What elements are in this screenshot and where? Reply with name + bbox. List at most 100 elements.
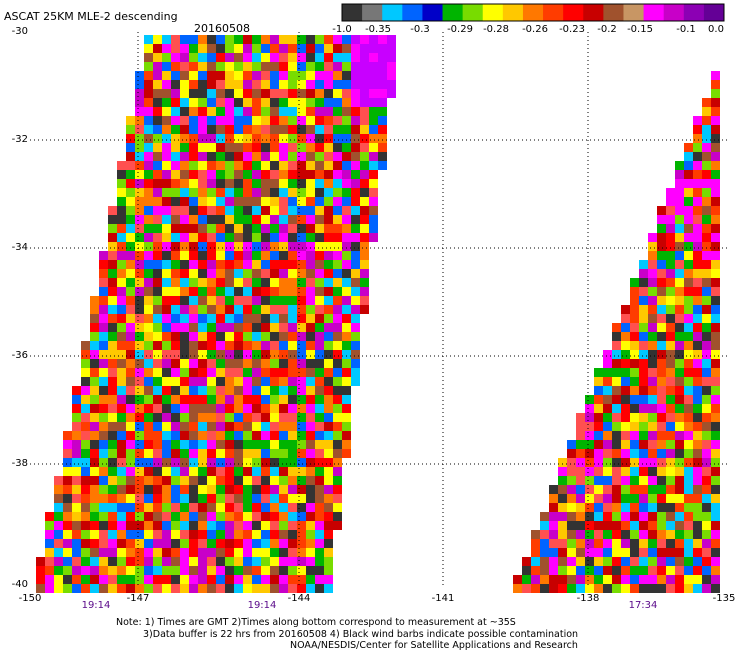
swath-cell [198,44,207,53]
swath-cell [603,494,612,503]
swath-cell [639,557,648,566]
swath-cell [180,143,189,152]
swath-cell [153,89,162,98]
swath-cell [216,467,225,476]
swath-cell [117,170,126,179]
swath-cell [171,188,180,197]
swath-cell [702,548,711,557]
swath-cell [216,98,225,107]
swath-cell [684,503,693,512]
swath-cell [297,44,306,53]
swath-cell [135,449,144,458]
swath-cell [117,512,126,521]
swath-cell [252,215,261,224]
swath-cell [243,125,252,134]
swath-cell [711,386,720,395]
swath-cell [45,584,54,593]
swath-cell [189,395,198,404]
swath-cell [261,116,270,125]
swath-cell [648,422,657,431]
swath-cell [657,206,666,215]
swath-cell [666,224,675,233]
swath-cell [270,44,279,53]
swath-cell [279,458,288,467]
swath-cell [90,548,99,557]
swath-cell [126,557,135,566]
swath-cell [702,575,711,584]
swath-cell [702,260,711,269]
swath-cell [630,395,639,404]
swath-cell [180,332,189,341]
pass-time-label: 19:14 [81,600,111,611]
swath-cell [243,494,252,503]
swath-cell [333,125,342,134]
swath-cell [342,296,351,305]
swath-cell [684,404,693,413]
swath-cell [135,530,144,539]
swath-cell [315,89,324,98]
swath-cell [252,431,261,440]
swath-cell [540,548,549,557]
swath-cell [198,341,207,350]
swath-cell [342,53,351,62]
swath-cell [684,305,693,314]
swath-cell [702,179,711,188]
swath-cell [189,188,198,197]
swath-cell [135,368,144,377]
swath-cell [225,368,234,377]
swath-cell [333,440,342,449]
swath-cell [153,53,162,62]
swath-cell [270,359,279,368]
swath-cell [252,332,261,341]
swath-cell [198,314,207,323]
swath-cell [270,332,279,341]
swath-cell [675,449,684,458]
swath-cell [63,575,72,584]
swath-cell [279,116,288,125]
swath-cell [621,584,630,593]
swath-cell [180,404,189,413]
swath-cell [675,458,684,467]
swath-cell [702,467,711,476]
swath-cell [189,260,198,269]
swath-cell [234,332,243,341]
swath-cell [360,80,369,89]
swath-cell [657,431,666,440]
swath-cell [657,260,666,269]
swath-cell [639,368,648,377]
swath-cell [711,413,720,422]
swath-cell [360,134,369,143]
swath-cell [189,161,198,170]
swath-cell [198,134,207,143]
swath-cell [585,512,594,521]
swath-cell [189,386,198,395]
swath-cell [81,584,90,593]
swath-cell [126,521,135,530]
swath-cell [306,323,315,332]
swath-cell [72,494,81,503]
swath-cell [297,242,306,251]
swath-cell [261,242,270,251]
swath-cell [297,440,306,449]
swath-cell [270,251,279,260]
swath-cell [288,116,297,125]
swath-cell [693,314,702,323]
swath-cell [621,503,630,512]
swath-cell [297,35,306,44]
swath-cell [261,404,270,413]
swath-cell [45,575,54,584]
swath-cell [630,575,639,584]
swath-cell [144,71,153,80]
swath-cell [315,359,324,368]
swath-cell [198,224,207,233]
note-line-2: 3)Data buffer is 22 hrs from 20160508 4)… [143,629,579,640]
swath-cell [603,548,612,557]
swath-cell [387,44,396,53]
swath-cell [621,521,630,530]
swath-cell [198,566,207,575]
swath-cell [63,467,72,476]
swath-cell [675,305,684,314]
swath-cell [657,467,666,476]
swath-cell [162,539,171,548]
swath-cell [162,350,171,359]
